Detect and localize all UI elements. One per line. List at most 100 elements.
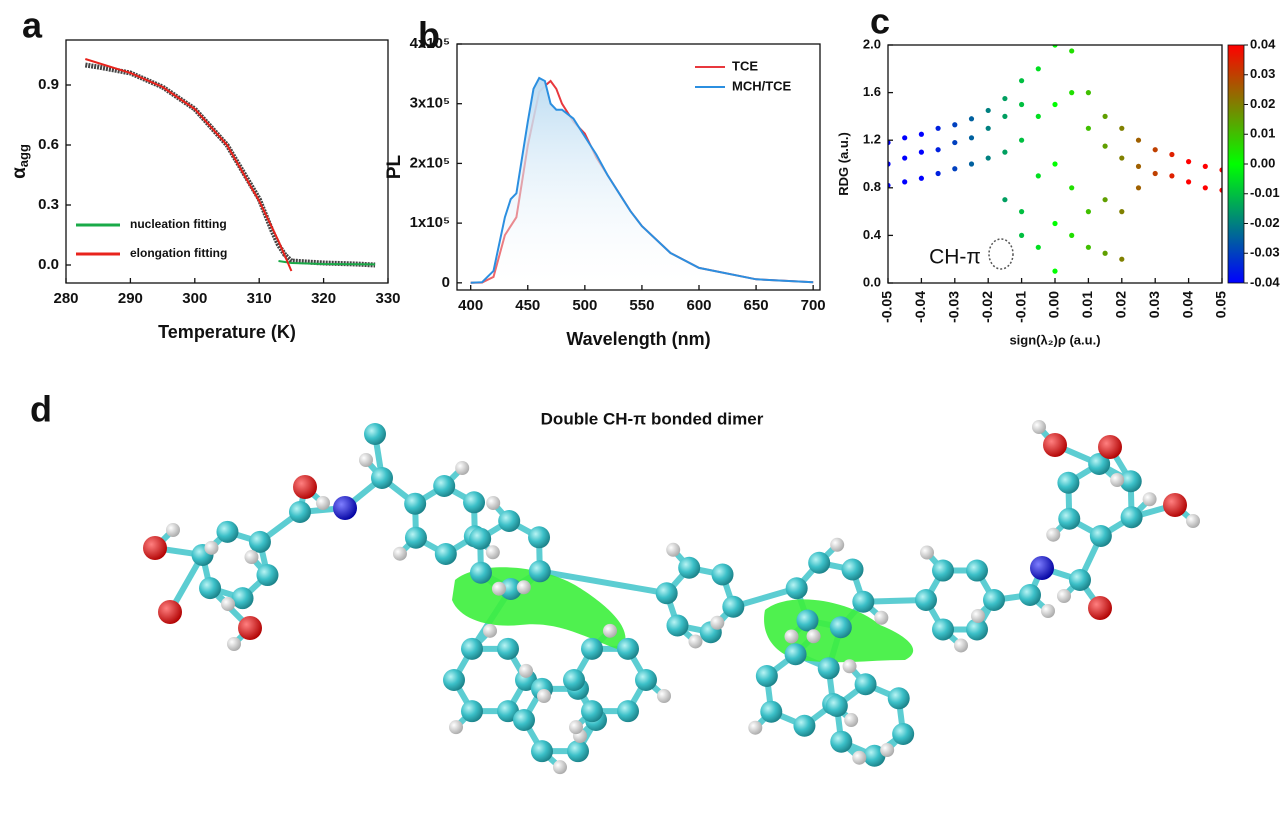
scatter-point (1002, 113, 1008, 119)
atom (932, 618, 954, 641)
scatter-point (1019, 137, 1025, 143)
atom (1186, 514, 1200, 528)
x-tick-label: 310 (247, 290, 272, 307)
y-axis-label: PL (384, 154, 405, 179)
y-tick-label: 0.0 (38, 256, 59, 273)
scatter-point (918, 149, 925, 155)
atom (841, 558, 864, 581)
atom (722, 595, 745, 618)
atom (863, 744, 886, 767)
scatter-point (1085, 209, 1091, 215)
y-axis-label: RDG (a.u.) (836, 132, 851, 196)
atom (531, 740, 553, 763)
scatter-point (1019, 209, 1025, 215)
annotation: CH-π (929, 246, 981, 269)
atom (469, 527, 492, 550)
scatter-point (1052, 220, 1058, 227)
scatter-point (1052, 268, 1058, 274)
atom (463, 491, 486, 514)
scatter-point (985, 107, 991, 114)
x-axis-label: Temperature (K) (158, 322, 296, 342)
x-axis-label: Wavelength (nm) (566, 329, 710, 349)
atom (499, 577, 522, 600)
scatter-point (1102, 143, 1108, 149)
x-tick-label: 0.03 (1146, 291, 1162, 318)
x-tick-label: 500 (572, 297, 597, 314)
y-axis-label-main: PL (384, 154, 405, 179)
colorbar-tick-label: 0.03 (1250, 66, 1275, 81)
atom (567, 740, 589, 763)
scatter-point (1035, 244, 1041, 250)
atom (469, 561, 492, 584)
x-tick-label: 450 (515, 297, 540, 314)
scatter-point (1186, 159, 1192, 165)
atom (483, 623, 497, 638)
atom (143, 536, 167, 560)
scatter-point (918, 175, 925, 181)
scatter-point (1002, 95, 1008, 102)
atom (784, 643, 807, 666)
scatter-point (1152, 170, 1158, 177)
plot-frame (65, 39, 389, 284)
colorbar-tick-label: -0.01 (1250, 185, 1280, 200)
y-tick-label: 1.2 (863, 132, 881, 147)
scatter-point (1085, 125, 1091, 131)
atom (537, 689, 551, 703)
atom (404, 526, 427, 549)
scatter-point (968, 116, 975, 122)
colorbar-tick-label: 0.04 (1250, 36, 1276, 51)
atom (874, 610, 889, 625)
atom (443, 669, 465, 691)
atom (449, 720, 463, 735)
atom (825, 694, 848, 717)
atom (971, 609, 985, 623)
atom (461, 700, 483, 723)
atom (655, 582, 678, 605)
atom (563, 669, 585, 691)
atom (434, 542, 457, 565)
atom (1119, 470, 1142, 493)
scatter-point (935, 147, 941, 153)
colorbar-tick-label: 0.00 (1250, 155, 1275, 170)
y-axis-label-sub: agg (16, 144, 31, 167)
x-tick-label: 0.04 (1179, 291, 1195, 318)
y-axis-label: αagg (9, 144, 31, 179)
atom (657, 689, 671, 703)
scatter-point (902, 155, 908, 161)
atom (231, 587, 254, 610)
scatter-point (985, 155, 991, 161)
atom (528, 526, 551, 549)
atom (293, 475, 317, 499)
x-tick-label: 700 (801, 297, 826, 314)
atom (498, 510, 521, 533)
plot-frame (456, 43, 821, 291)
y-axis-label-main: RDG (a.u.) (836, 132, 851, 196)
atom (553, 760, 567, 775)
atom (513, 709, 535, 731)
atom (817, 657, 840, 680)
y-tick-label: 2x10⁵ (410, 154, 450, 171)
panel-label: c (870, 1, 890, 42)
scatter-point (935, 125, 941, 131)
atom (497, 700, 519, 723)
scatter-point (1119, 209, 1125, 215)
atom (364, 423, 386, 445)
scatter-point (1202, 185, 1208, 191)
scatter-point (1035, 66, 1041, 72)
atom (1163, 493, 1187, 517)
atom (1057, 589, 1071, 603)
atom (158, 600, 182, 624)
atom (1043, 433, 1067, 457)
atom (1069, 569, 1091, 591)
scatter-point (918, 131, 925, 137)
scatter-point (1002, 197, 1008, 203)
x-tick-label: 320 (311, 290, 336, 307)
y-tick-label: 0.8 (863, 179, 881, 194)
atom (359, 453, 373, 467)
atom (289, 501, 311, 523)
series-line (85, 58, 293, 272)
colorbar-tick-label: 0.02 (1250, 96, 1275, 111)
scatter-point (1135, 163, 1142, 169)
x-tick-label: 650 (744, 297, 769, 314)
